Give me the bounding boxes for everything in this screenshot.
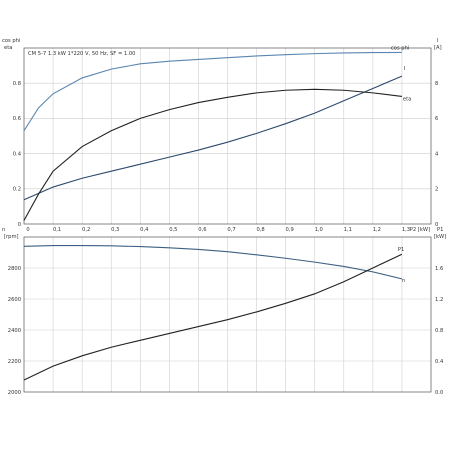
x-tick-label: 1,1: [344, 227, 352, 233]
x-tick-label: 0,9: [286, 227, 294, 233]
series-label-n: n: [402, 278, 405, 284]
series-label-eta: eta: [403, 96, 411, 102]
series-label-cos-phi: cos phi: [391, 45, 409, 51]
y-right-tick-label: 0.0: [435, 390, 443, 396]
x-tick-label: 0,4: [140, 227, 149, 233]
y-left-tick-label: 2200: [8, 359, 21, 365]
y-left-axis-label: cos phi: [2, 38, 20, 44]
x-axis-label: P2 [kW]: [410, 227, 430, 233]
chart-title: CM 5-7 1.3 kW 1*220 V, 50 Hz, SF = 1.00: [28, 51, 135, 57]
x-tick-label: 0,6: [198, 227, 206, 233]
y-right-tick-label: 0.8: [435, 328, 443, 334]
x-tick-label: 0,5: [169, 227, 177, 233]
x-tick-label: 1,3: [402, 227, 410, 233]
y-left-tick-label: 0.6: [13, 116, 21, 122]
y-left-tick-label: 0: [18, 222, 21, 228]
y-right-axis-unit: [kW]: [434, 234, 446, 240]
series-label-p1: P1: [398, 247, 404, 253]
bottom-chart-panel: 200022002400260028000.00.40.81.21.6n[rpm…: [2, 227, 446, 396]
y-right-tick-label: 2: [435, 187, 438, 193]
y-right-tick-label: 0: [435, 222, 438, 228]
y-left-tick-label: 2600: [8, 297, 21, 303]
y-left-tick-label: 2400: [8, 328, 21, 334]
y-right-tick-label: 0.4: [435, 359, 444, 365]
y-left-tick-label: 0.8: [13, 81, 21, 87]
y-left-tick-label: 0.4: [13, 151, 22, 157]
x-tick-label: 1,2: [373, 227, 381, 233]
y-right-axis-unit: [A]: [434, 45, 442, 51]
series-line-eta: [23, 88, 402, 221]
y-right-axis-label: P1: [437, 227, 443, 233]
y-right-axis-label: I: [437, 38, 439, 44]
y-left-tick-label: 2000: [8, 390, 21, 396]
series-line-i: [23, 75, 403, 201]
y-right-tick-label: 1.2: [435, 297, 443, 303]
x-tick-label: 0,7: [227, 227, 235, 233]
x-tick-label: 0,1: [53, 227, 61, 233]
plot-frame: [23, 47, 432, 225]
y-left-tick-label: 2800: [8, 266, 21, 272]
series-label-i: I: [404, 66, 406, 72]
series-line-p1: [23, 253, 403, 381]
series-line-n: [23, 244, 403, 280]
x-tick-label: 0,2: [82, 227, 90, 233]
y-right-tick-label: 8: [435, 81, 438, 87]
y-left-tick-label: 0.2: [13, 187, 21, 193]
y-left-axis-label: n: [2, 227, 5, 233]
y-left-axis-unit: [rpm]: [4, 234, 19, 240]
x-tick-label: 1,0: [315, 227, 323, 233]
plot-frame: [23, 236, 432, 393]
x-tick-label: 0,3: [111, 227, 119, 233]
y-right-tick-label: 4: [435, 151, 439, 157]
y-left-axis-unit: eta: [4, 45, 12, 51]
series-line-cos-phi: [23, 51, 402, 132]
x-tick-label: 0,8: [256, 227, 264, 233]
x-tick-label: 0: [26, 227, 29, 233]
y-right-tick-label: 6: [435, 116, 438, 122]
y-right-tick-label: 1.6: [435, 266, 443, 272]
